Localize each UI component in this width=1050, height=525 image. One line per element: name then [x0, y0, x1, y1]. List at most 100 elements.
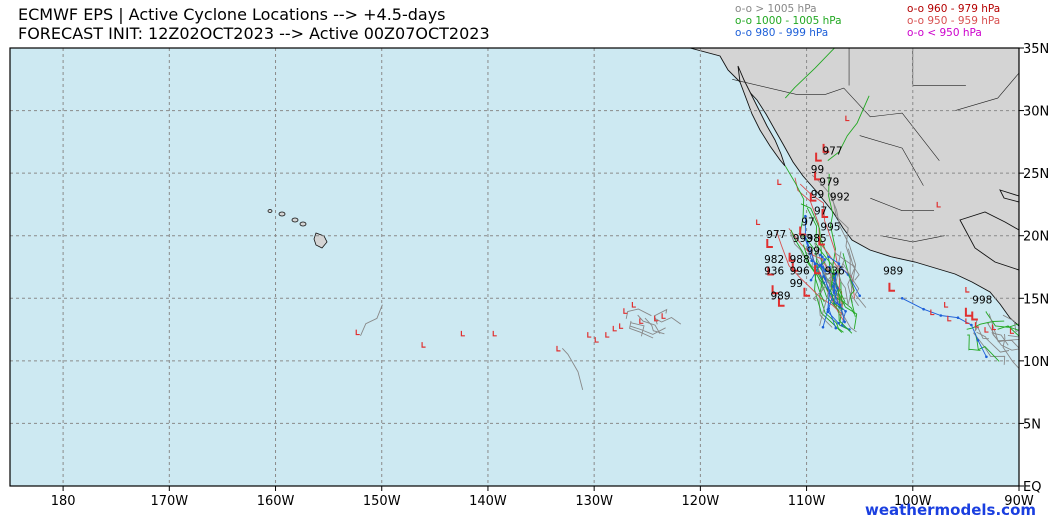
- pressure-label: 993: [793, 233, 813, 245]
- low-center-marker: [947, 315, 952, 322]
- pressure-label: 982: [764, 254, 784, 266]
- track-point: [824, 269, 827, 273]
- legend-950-959: o-o 950 - 959 hPa: [907, 15, 1001, 27]
- lat-label: EQ: [1023, 480, 1041, 495]
- pressure-label: 99: [790, 278, 803, 290]
- ensemble-track: [630, 322, 645, 337]
- political-border: [870, 197, 935, 211]
- title-line-1: ECMWF EPS | Active Cyclone Locations -->…: [18, 5, 446, 24]
- lon-label: 170W: [150, 494, 188, 509]
- low-center-marker: [421, 342, 426, 348]
- ensemble-track: [1007, 326, 1019, 331]
- track-point: [823, 258, 827, 261]
- track-point: [804, 214, 807, 218]
- lat-lon-gridlines: [10, 48, 1019, 486]
- ensemble-track: [790, 229, 843, 333]
- ensemble-track: [784, 165, 841, 301]
- low-center-marker: [991, 324, 996, 331]
- pressure-label: 988: [790, 254, 810, 266]
- low-center-marker: [619, 323, 624, 329]
- track-point: [956, 316, 960, 320]
- ensemble-track: [625, 308, 652, 319]
- low-center-marker: [777, 297, 785, 307]
- low-center-marker: [965, 318, 970, 324]
- ensemble-track: [360, 304, 383, 336]
- pressure-label: 97: [801, 217, 814, 229]
- track-point: [837, 262, 841, 265]
- low-center-marker: [661, 313, 666, 319]
- pressure-label: 99: [811, 164, 824, 176]
- pressure-label: 995: [820, 222, 840, 234]
- lon-label: 130W: [575, 494, 613, 509]
- cyclone-tracks: [360, 48, 1019, 391]
- ensemble-track: [827, 95, 870, 161]
- ensemble-track: [788, 228, 843, 309]
- low-center-marker: [587, 332, 592, 338]
- low-center-marker: [965, 287, 970, 293]
- low-center-marker: [631, 302, 636, 308]
- track-point: [970, 323, 973, 327]
- low-center-marker: [822, 143, 830, 153]
- low-center-marker: [814, 171, 821, 181]
- track-point: [831, 285, 834, 288]
- ensemble-track: [653, 316, 682, 325]
- low-center-marker: [814, 265, 821, 275]
- pressure-label: 985: [807, 233, 827, 245]
- pressure-label: 99: [807, 246, 820, 258]
- track-point: [939, 314, 943, 317]
- legend-gt1005: o-o > 1005 hPa: [735, 3, 817, 15]
- low-center-marker: [799, 226, 806, 236]
- track-point: [840, 324, 844, 327]
- legend-1000-1005: o-o 1000 - 1005 hPa: [735, 15, 842, 27]
- low-center-marker: [936, 201, 941, 208]
- low-center-marker: [756, 219, 761, 226]
- track-point: [810, 259, 813, 263]
- lon-label: 90W: [1004, 494, 1034, 509]
- track-point: [822, 275, 825, 278]
- low-center-marker: [594, 337, 599, 343]
- low-center-marker: [930, 309, 935, 316]
- legend-960-979: o-o 960 - 979 hPa: [907, 3, 1001, 15]
- cuba: [999, 189, 1019, 203]
- low-center-marker: [1009, 328, 1014, 334]
- legend-980-999: o-o 980 - 999 hPa: [735, 27, 829, 39]
- lat-label: 25N: [1023, 167, 1049, 182]
- low-center-marker: [971, 311, 978, 321]
- ensemble-track: [830, 270, 844, 311]
- low-center-marker: [492, 330, 497, 337]
- low-center-marker: [623, 308, 628, 314]
- title-line-2: FORECAST INIT: 12Z02OCT2023 --> Active 0…: [18, 24, 490, 43]
- track-point: [836, 286, 839, 290]
- low-center-marker: [654, 315, 659, 322]
- low-center-marker: [964, 307, 972, 317]
- low-center-marker: [974, 322, 979, 328]
- low-center-marker: [821, 208, 829, 218]
- low-center-marker: [788, 252, 796, 262]
- ensemble-track: [806, 207, 841, 309]
- legend-lt950: o-o < 950 hPa: [907, 27, 982, 39]
- low-center-marker: [355, 329, 360, 336]
- track-point: [819, 253, 822, 257]
- track-point: [985, 355, 988, 359]
- low-center-marker: [845, 115, 850, 122]
- low-center-marker: [777, 179, 782, 186]
- pacific-islands: [267, 209, 328, 249]
- track-point: [804, 237, 807, 240]
- ensemble-track: [561, 347, 584, 391]
- ensemble-track: [629, 320, 654, 339]
- track-point: [900, 297, 904, 300]
- lon-label: 180: [51, 494, 76, 509]
- lat-label: 15N: [1023, 292, 1049, 307]
- track-point: [843, 320, 846, 324]
- lat-label: 5N: [1023, 417, 1041, 432]
- low-center-marker: [771, 285, 779, 295]
- map-frame: [9, 47, 1020, 487]
- track-point: [818, 264, 821, 268]
- low-center-marker: [766, 238, 773, 248]
- low-markers: [355, 115, 1014, 352]
- pressure-label: 936: [825, 266, 845, 278]
- low-center-marker: [818, 236, 825, 246]
- low-center-marker: [809, 192, 817, 202]
- low-center-marker: [984, 327, 989, 333]
- pressure-label: 977: [766, 229, 786, 241]
